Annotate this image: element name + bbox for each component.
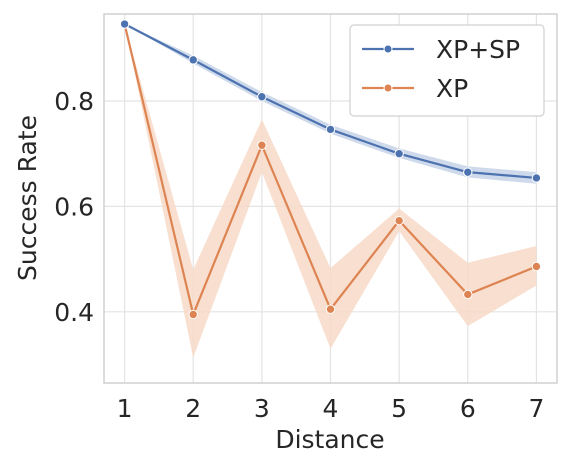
data-point-xp [463,289,473,300]
x-tick-label: 2 [185,394,201,423]
data-point-xp [531,261,542,272]
x-tick-label: 6 [460,394,476,423]
ci-band-xp [124,24,537,358]
y-tick-labels: 0.4 0.6 0.8 [54,87,94,327]
x-tick-label: 1 [117,394,133,423]
x-axis-label: Distance [275,425,384,454]
y-tick-label: 0.8 [54,87,94,116]
data-point-xp [257,140,267,150]
legend: XP+SP XP [349,24,545,117]
legend-marker-xp [383,83,393,93]
x-tick-label: 4 [323,394,339,423]
data-point-xp-sp [188,55,198,65]
data-point-xp-sp [531,173,542,183]
data-point-xp-sp [325,124,336,135]
x-tick-labels: 1 2 3 4 5 6 7 [117,394,545,423]
y-tick-label: 0.6 [54,192,94,221]
x-tick-label: 3 [254,394,270,423]
data-point-xp-sp [463,167,473,177]
plot-frame [103,13,558,384]
confidence-bands [124,24,537,358]
data-point-xp-sp [394,148,404,159]
x-tick-label: 5 [391,394,407,423]
data-point-xp [188,309,198,320]
legend-label-xp: XP [436,74,468,103]
legend-marker-xp-sp [383,44,393,54]
y-axis-label: Success Rate [13,115,42,281]
y-tick-label: 0.4 [54,298,94,327]
data-point-xp [325,304,336,314]
data-point-xp [394,215,404,226]
x-tick-label: 7 [528,394,544,423]
data-point-xp-sp [119,19,130,29]
legend-box [349,24,545,117]
legend-label-xp-sp: XP+SP [436,35,520,64]
data-point-xp-sp [257,92,267,102]
series-points [119,19,542,320]
